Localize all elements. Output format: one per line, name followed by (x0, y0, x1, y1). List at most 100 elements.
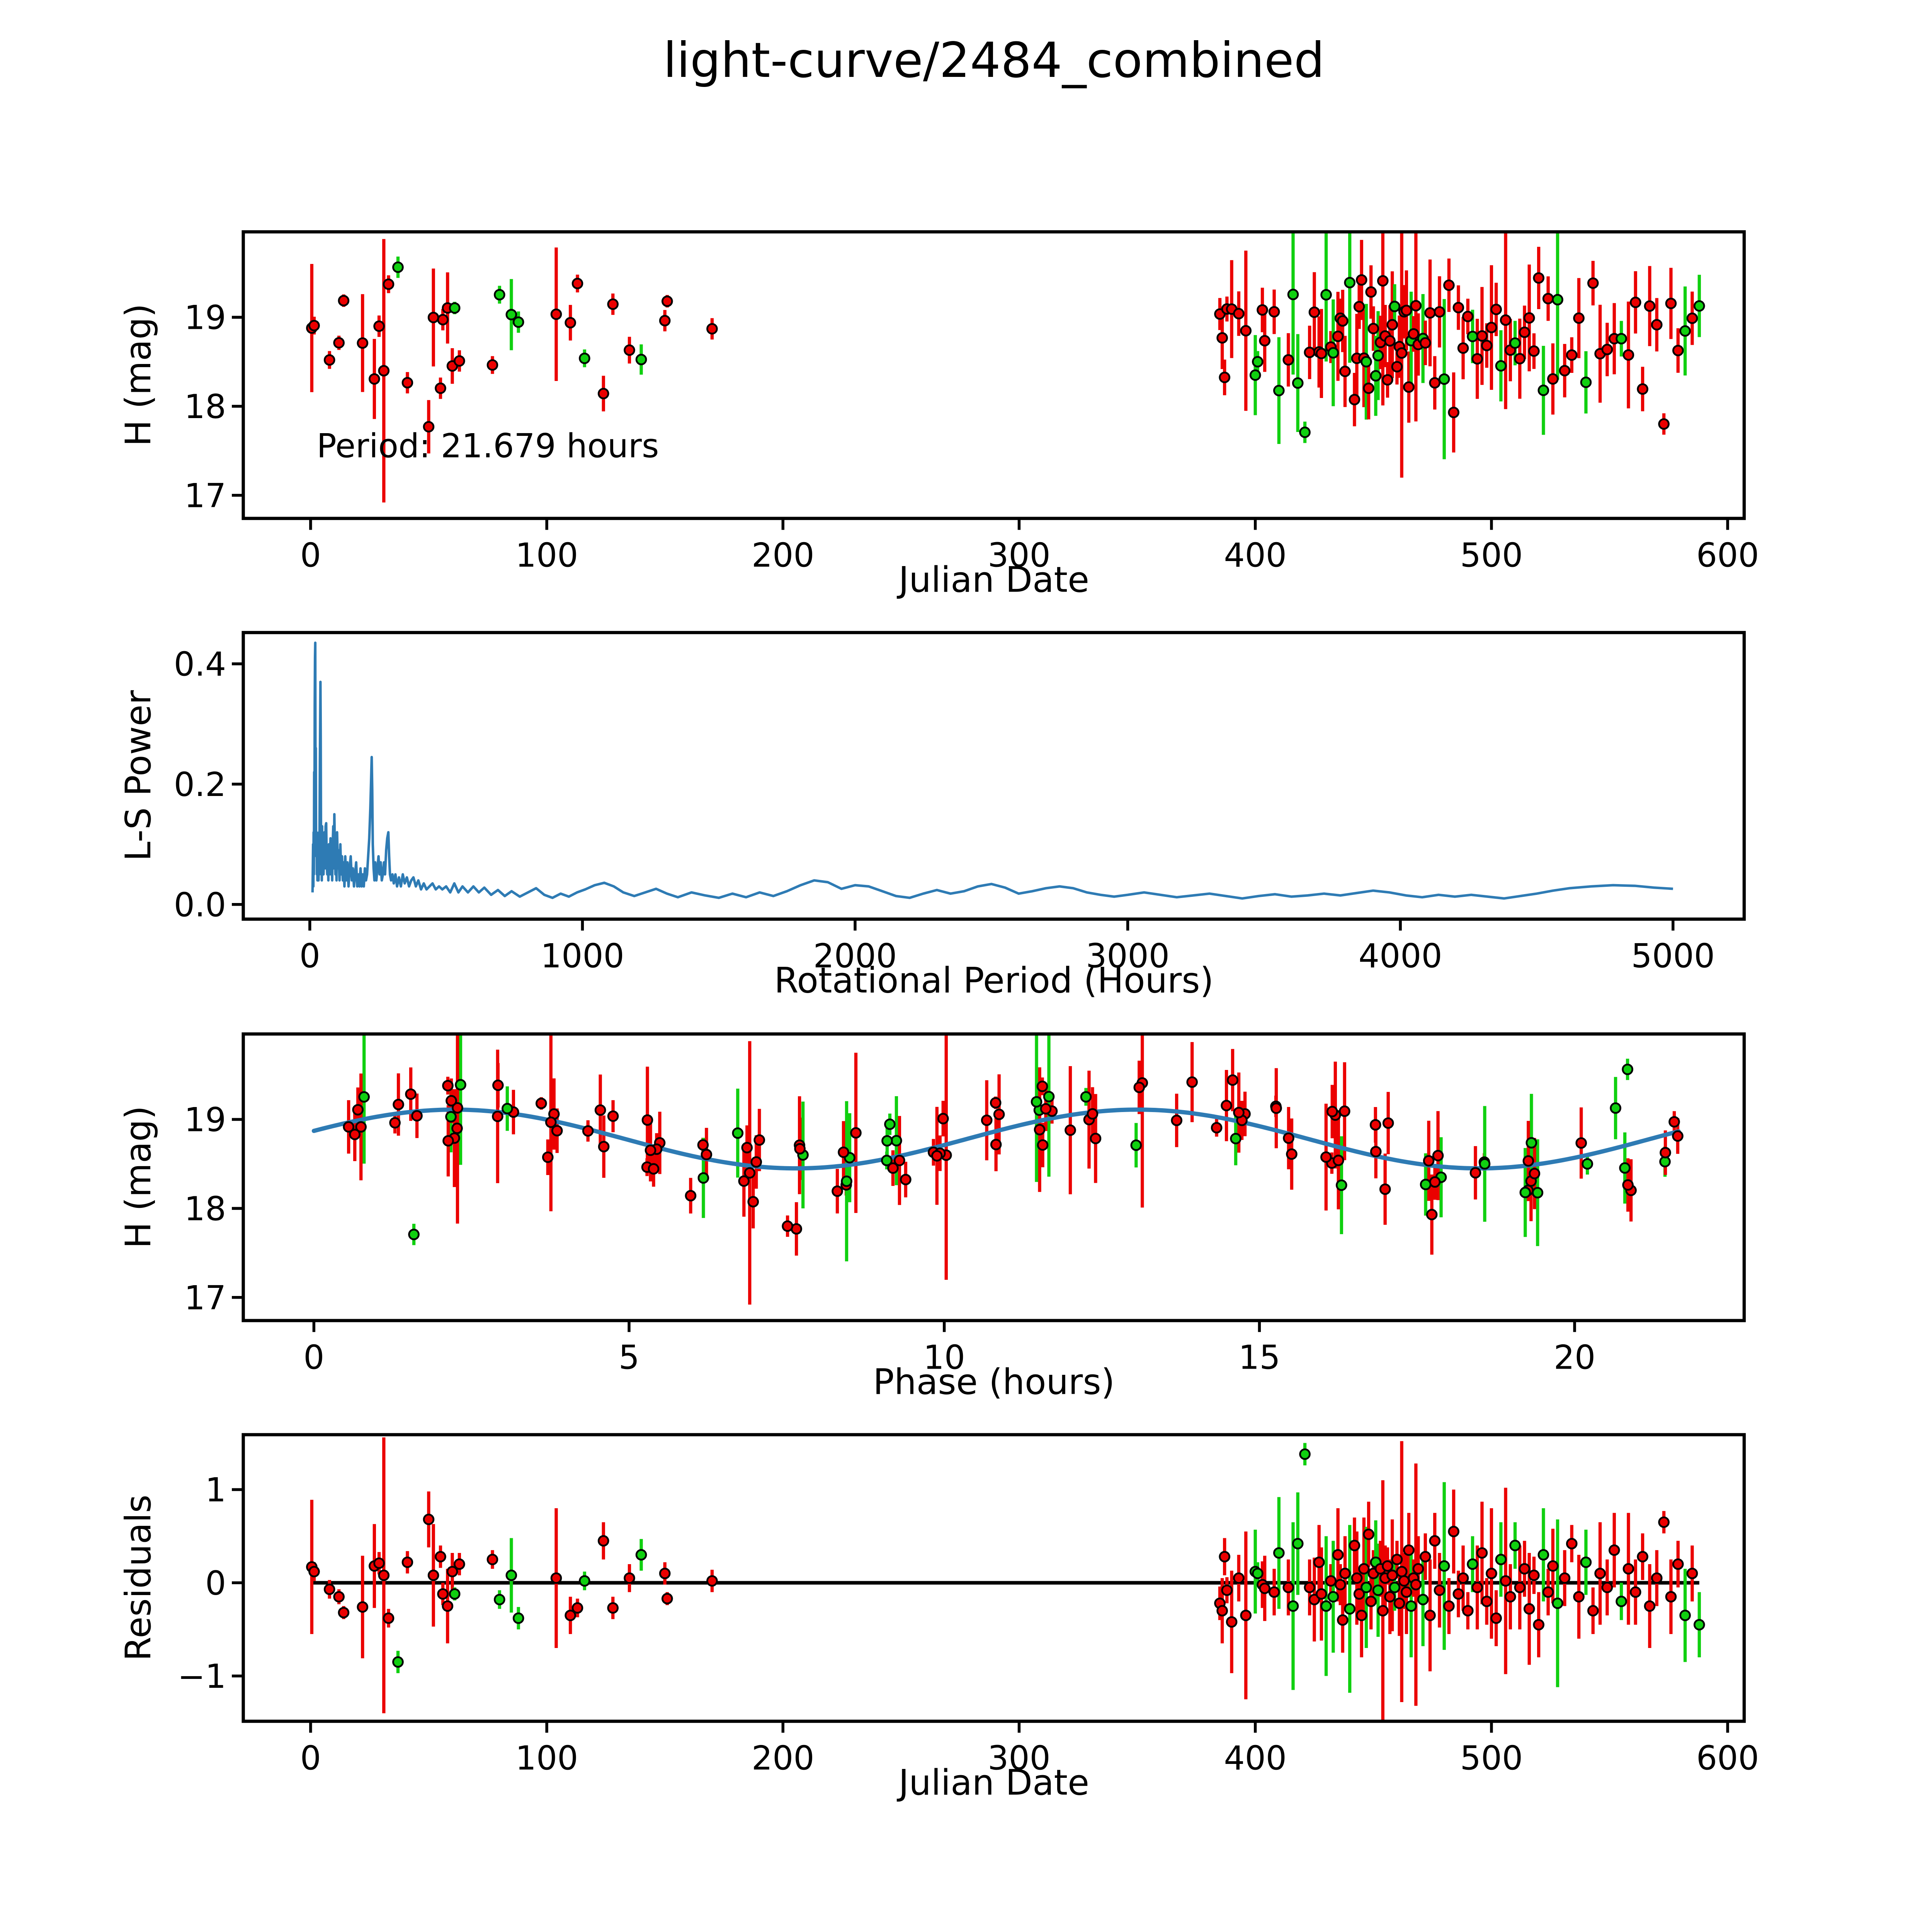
x-tick-label: 4000 (1359, 937, 1442, 976)
data-point (1616, 333, 1627, 345)
data-point (1629, 296, 1641, 308)
data-point (1355, 1609, 1367, 1621)
data-point (1339, 1568, 1351, 1579)
panel-residuals-ylabel: Residuals (118, 1495, 159, 1661)
data-point (1349, 1539, 1361, 1551)
data-point (1457, 1572, 1469, 1584)
data-point (1335, 1179, 1347, 1191)
data-point (446, 1566, 458, 1578)
data-point (1519, 1187, 1531, 1198)
x-tick-label: 0 (300, 537, 321, 575)
data-point (635, 1549, 647, 1561)
data-point (990, 1139, 1002, 1150)
data-point (1283, 1132, 1294, 1144)
data-point (1299, 1448, 1311, 1460)
y-tick-label: 17 (184, 477, 226, 515)
data-point (1467, 1558, 1478, 1570)
data-point (1660, 1147, 1671, 1158)
data-point (1679, 325, 1691, 337)
data-point (1363, 382, 1374, 394)
panel-residuals: 0 100 200 300 400 500 600 −1 0 1 Julian Date Resi… (118, 1433, 1759, 1803)
x-tick-label: 20 (1554, 1339, 1595, 1377)
data-point (1542, 1586, 1554, 1598)
data-point (1043, 1091, 1055, 1102)
data-point (338, 1607, 350, 1619)
data-point (1495, 1554, 1507, 1565)
data-point (1490, 1612, 1502, 1624)
x-tick-label: 100 (515, 537, 578, 575)
data-point (1420, 1179, 1432, 1190)
data-point (550, 1572, 562, 1584)
panel-jd-mag-data (306, 232, 1705, 503)
data-point (1337, 315, 1349, 327)
data-point (1372, 350, 1384, 362)
panel-residuals-data (306, 1437, 1705, 1721)
data-point (1619, 1162, 1631, 1174)
data-point (1462, 1605, 1474, 1617)
data-point (607, 1602, 619, 1614)
data-point (1389, 1582, 1401, 1594)
data-point (1410, 1579, 1422, 1590)
panel-jd-mag-ylabel: H (mag) (118, 304, 159, 446)
data-point (1509, 1539, 1521, 1551)
x-tick-label: 0 (300, 1740, 321, 1778)
data-point (900, 1173, 912, 1185)
data-point (446, 1095, 457, 1107)
data-point (1424, 307, 1436, 319)
data-point (1410, 300, 1422, 312)
data-point (1448, 406, 1459, 418)
data-point (1580, 1556, 1592, 1568)
data-point (550, 308, 562, 320)
data-point (1249, 369, 1261, 381)
data-point (323, 354, 335, 366)
data-point (1332, 1155, 1344, 1166)
data-point (753, 1134, 765, 1146)
panel-jd-mag-xlabel: Julian Date (896, 560, 1089, 600)
data-point (1622, 1179, 1634, 1191)
data-point (624, 1572, 635, 1584)
data-point (1367, 323, 1379, 335)
x-tick-label: 200 (752, 537, 815, 575)
data-point (1573, 1591, 1585, 1603)
data-point (1369, 1119, 1381, 1131)
data-point (648, 1163, 660, 1175)
x-tick-label: 100 (515, 1740, 578, 1778)
data-point (1523, 1603, 1535, 1615)
data-point (1637, 1551, 1648, 1563)
data-point (1417, 1594, 1429, 1605)
data-point (1080, 1091, 1092, 1103)
data-point (794, 1143, 806, 1155)
data-point (1327, 1591, 1339, 1603)
data-point (1693, 1619, 1705, 1631)
data-point (1396, 1566, 1408, 1578)
panel-phase-mag-ylabel: H (mag) (118, 1106, 159, 1248)
data-point (392, 1656, 404, 1668)
data-point (1672, 1130, 1684, 1142)
data-point (1672, 1558, 1684, 1570)
data-point (343, 1121, 355, 1133)
data-point (1533, 272, 1544, 284)
data-point (1622, 1063, 1633, 1075)
x-tick-label: 400 (1224, 1740, 1287, 1778)
data-point (884, 1118, 896, 1130)
data-point (832, 1185, 843, 1197)
data-point (1580, 376, 1592, 388)
data-point (378, 1570, 390, 1581)
data-point (1090, 1133, 1102, 1145)
data-point (1616, 1595, 1627, 1607)
data-point (1344, 277, 1355, 289)
data-point (1327, 347, 1339, 359)
data-point (1693, 300, 1705, 312)
data-point (1419, 1551, 1431, 1563)
data-point (1339, 366, 1351, 378)
data-point (449, 1588, 461, 1600)
data-point (383, 278, 395, 290)
data-point (1537, 1549, 1549, 1561)
x-tick-label: 400 (1224, 537, 1287, 575)
data-point (1034, 1124, 1046, 1136)
data-point (1334, 1579, 1346, 1590)
data-point (411, 1110, 423, 1122)
data-point (1542, 293, 1554, 304)
y-tick-label: 0.2 (174, 766, 226, 804)
